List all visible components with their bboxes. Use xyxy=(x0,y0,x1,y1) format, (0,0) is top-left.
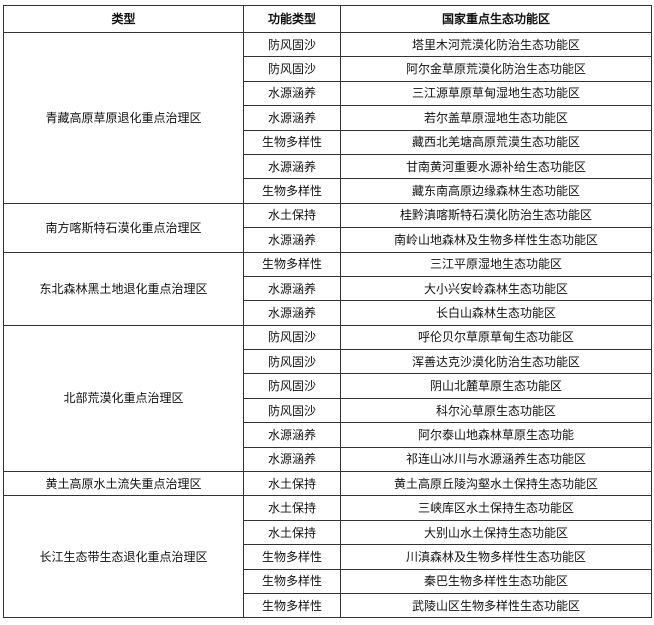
ecological-zones-table: 类型 功能类型 国家重点生态功能区 青藏高原草原退化重点治理区 防风固沙 塔里木河荒… xyxy=(3,5,652,619)
key-zone-cell: 藏西北羌塘高原荒漠生态功能区 xyxy=(340,129,652,155)
key-zone-cell: 阿尔金草原荒漠化防治生态功能区 xyxy=(340,56,652,82)
header-row: 类型 功能类型 国家重点生态功能区 xyxy=(3,5,652,33)
key-zone-cell: 大别山水土保持生态功能区 xyxy=(340,519,652,546)
zone-type-cell: 南方喀斯特石漠化重点治理区 xyxy=(3,202,244,253)
function-type-cell: 水源涵养 xyxy=(243,153,341,180)
table-row: 水源涵养 南岭山地森林及生物多样性生态功能区 xyxy=(4,227,652,253)
table-body: 青藏高原草原退化重点治理区 防风固沙 塔里木河荒漠化防治生态功能区 防风固沙 阿尔金草原… xyxy=(3,31,652,619)
function-type-cell: 生物多样性 xyxy=(243,544,341,570)
table-row: 北部荒漠化重点治理区 防风固沙 呼伦贝尔草原草甸生态功能区 xyxy=(3,324,652,473)
function-type-cell: 水源涵养 xyxy=(243,300,341,326)
key-zone-cell: 秦巴生物多样性生态功能区 xyxy=(340,568,652,594)
zone-type-cell: 青藏高原草原退化重点治理区 xyxy=(3,32,244,204)
table-row: 东北森林黑土地退化重点治理区 生物多样性 三江平原湿地生态功能区 xyxy=(3,251,652,326)
zone-type-cell: 黄土高原水土流失重点治理区 xyxy=(3,471,244,497)
function-type-cell: 防风固沙 xyxy=(243,397,341,424)
function-type-cell: 生物多样性 xyxy=(243,568,341,594)
key-zone-cell: 阴山北麓草原生态功能区 xyxy=(340,373,652,399)
function-type-cell: 水源涵养 xyxy=(243,422,341,448)
key-zone-cell: 三江源草原草甸湿地生态功能区 xyxy=(340,80,652,107)
key-zone-cell: 甘南黄河重要水源补给生态功能区 xyxy=(340,153,652,180)
table-row: 防风固沙 科尔沁草原生态功能区 xyxy=(4,397,652,424)
table-row: 南方喀斯特石漠化重点治理区 水土保持 桂黔滇喀斯特石漠化防治生态功能区 xyxy=(3,202,652,253)
table-row: 生物多样性 武陵山区生物多样性生态功能区 xyxy=(4,592,652,619)
header-key-zone: 国家重点生态功能区 xyxy=(340,5,652,33)
function-type-cell: 生物多样性 xyxy=(243,129,341,155)
header-function-type: 功能类型 xyxy=(243,5,341,33)
table-row: 防风固沙 浑善达克沙漠化防治生态功能区 xyxy=(4,349,652,375)
table-row: 水土保持 大别山水土保持生态功能区 xyxy=(4,519,652,546)
table-row: 水源涵养 三江源草原草甸湿地生态功能区 xyxy=(4,80,652,107)
header-type: 类型 xyxy=(3,5,244,33)
function-type-cell: 水源涵养 xyxy=(243,227,341,253)
key-zone-cell: 武陵山区生物多样性生态功能区 xyxy=(340,592,652,619)
key-zone-cell: 桂黔滇喀斯特石漠化防治生态功能区 xyxy=(340,202,652,229)
table-row: 长江生态带生态退化重点治理区 水土保持 三峡库区水土保持生态功能区 xyxy=(3,495,652,619)
function-type-cell: 水源涵养 xyxy=(243,80,341,107)
function-type-cell: 防风固沙 xyxy=(243,373,341,399)
table-row: 生物多样性 藏东南高原边缘森林生态功能区 xyxy=(4,178,652,204)
function-type-cell: 防风固沙 xyxy=(243,31,341,58)
function-type-cell: 水土保持 xyxy=(243,519,341,546)
table-row: 生物多样性 川滇森林及生物多样性生态功能区 xyxy=(4,544,652,570)
key-zone-cell: 黄土高原丘陵沟壑水土保持生态功能区 xyxy=(340,471,652,497)
table-row: 水源涵养 甘南黄河重要水源补给生态功能区 xyxy=(4,153,652,180)
function-type-cell: 防风固沙 xyxy=(243,56,341,82)
key-zone-cell: 三峡库区水土保持生态功能区 xyxy=(340,495,652,521)
table-row: 黄土高原水土流失重点治理区 水土保持 黄土高原丘陵沟壑水土保持生态功能区 xyxy=(3,471,652,497)
table-row: 青藏高原草原退化重点治理区 防风固沙 塔里木河荒漠化防治生态功能区 xyxy=(3,31,652,204)
key-zone-cell: 若尔盖草原湿地生态功能区 xyxy=(340,105,652,131)
function-type-cell: 水源涵养 xyxy=(243,275,341,302)
key-zone-cell: 三江平原湿地生态功能区 xyxy=(340,251,652,277)
function-type-cell: 生物多样性 xyxy=(243,592,341,619)
zone-type-cell: 北部荒漠化重点治理区 xyxy=(3,324,244,473)
table-row: 水源涵养 若尔盖草原湿地生态功能区 xyxy=(4,105,652,131)
key-zone-cell: 大小兴安岭森林生态功能区 xyxy=(340,275,652,302)
key-zone-cell: 浑善达克沙漠化防治生态功能区 xyxy=(340,349,652,375)
zone-type-cell: 东北森林黑土地退化重点治理区 xyxy=(3,251,244,326)
table-row: 水源涵养 祁连山冰川与水源涵养生态功能区 xyxy=(4,446,652,473)
table-row: 水源涵养 阿尔泰山地森林草原生态功能 xyxy=(4,422,652,448)
key-zone-cell: 阿尔泰山地森林草原生态功能 xyxy=(340,422,652,448)
key-zone-cell: 南岭山地森林及生物多样性生态功能区 xyxy=(340,227,652,253)
key-zone-cell: 祁连山冰川与水源涵养生态功能区 xyxy=(340,446,652,473)
table-row: 水源涵养 大小兴安岭森林生态功能区 xyxy=(4,275,652,302)
key-zone-cell: 呼伦贝尔草原草甸生态功能区 xyxy=(340,324,652,351)
table-row: 水源涵养 长白山森林生态功能区 xyxy=(4,300,652,326)
zone-type-cell: 长江生态带生态退化重点治理区 xyxy=(3,495,244,619)
function-type-cell: 水源涵养 xyxy=(243,105,341,131)
key-zone-cell: 藏东南高原边缘森林生态功能区 xyxy=(340,178,652,204)
function-type-cell: 生物多样性 xyxy=(243,178,341,204)
function-type-cell: 水土保持 xyxy=(243,495,341,521)
function-type-cell: 生物多样性 xyxy=(243,251,341,277)
key-zone-cell: 川滇森林及生物多样性生态功能区 xyxy=(340,544,652,570)
table-row: 防风固沙 阿尔金草原荒漠化防治生态功能区 xyxy=(4,56,652,82)
function-type-cell: 防风固沙 xyxy=(243,349,341,375)
key-zone-cell: 科尔沁草原生态功能区 xyxy=(340,397,652,424)
function-type-cell: 防风固沙 xyxy=(243,324,341,351)
function-type-cell: 水源涵养 xyxy=(243,446,341,473)
table-row: 防风固沙 阴山北麓草原生态功能区 xyxy=(4,373,652,399)
table-row: 生物多样性 藏西北羌塘高原荒漠生态功能区 xyxy=(4,129,652,155)
key-zone-cell: 长白山森林生态功能区 xyxy=(340,300,652,326)
key-zone-cell: 塔里木河荒漠化防治生态功能区 xyxy=(340,31,652,58)
function-type-cell: 水土保持 xyxy=(243,471,341,497)
function-type-cell: 水土保持 xyxy=(243,202,341,229)
